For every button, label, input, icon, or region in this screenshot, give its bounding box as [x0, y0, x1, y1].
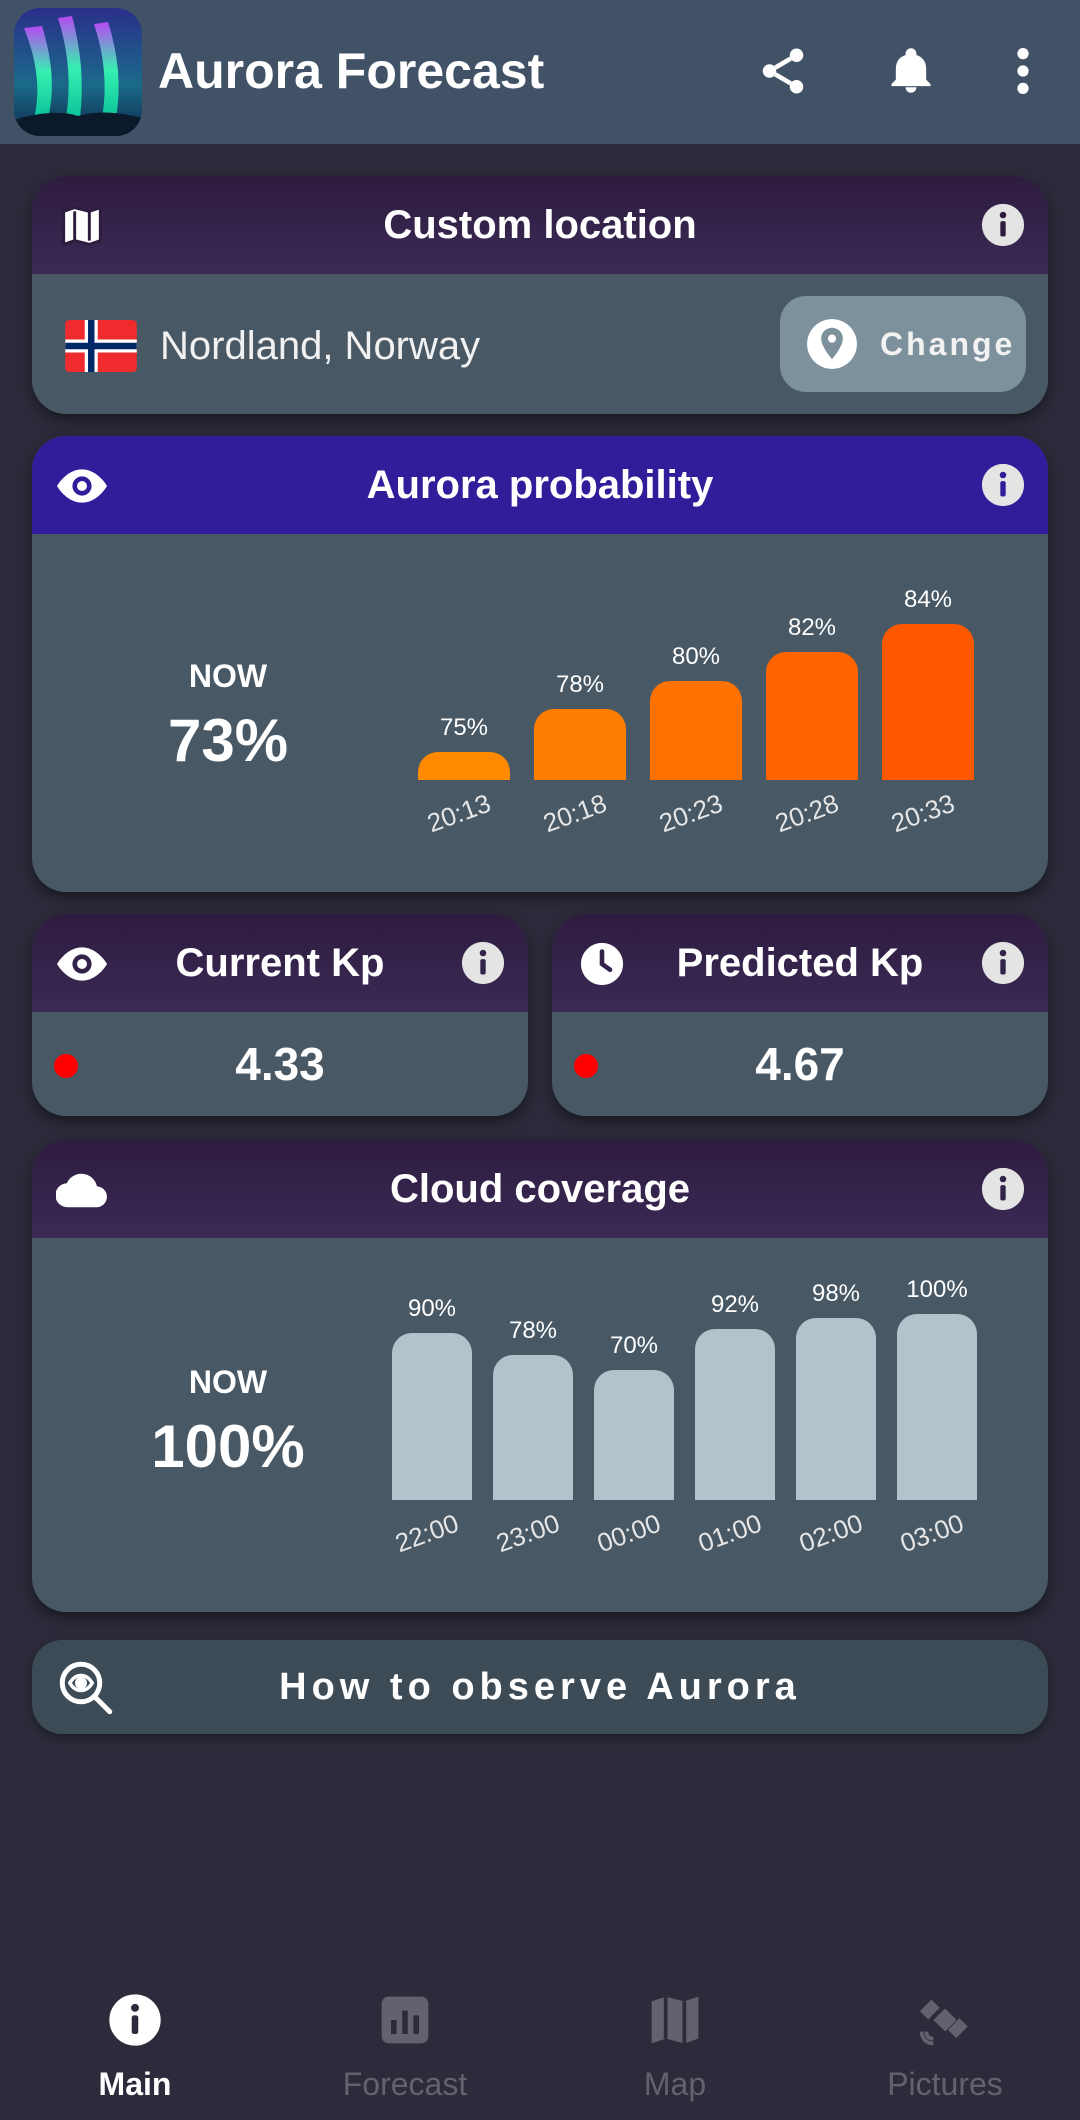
predicted-kp-value: 4.67 — [755, 1038, 845, 1090]
cloud-card: Cloud coverage NOW 100% 90% 22:00 78% 23:00… — [32, 1140, 1048, 1612]
eye-icon — [54, 936, 110, 992]
nav-main[interactable]: Main — [0, 1980, 270, 2120]
cloud-icon — [54, 1162, 110, 1218]
location-name: Nordland, Norway — [160, 324, 481, 368]
chart-bar — [695, 1328, 775, 1500]
flag-norway-icon — [64, 320, 138, 372]
nav-map[interactable]: Map — [540, 1980, 810, 2120]
satellite-icon — [917, 1992, 973, 2048]
probability-now-label: NOW — [188, 658, 268, 694]
status-dot — [54, 1054, 78, 1078]
bar-tick-label: 20:28 — [771, 787, 843, 839]
chart-bar — [493, 1355, 573, 1500]
chart-bar — [766, 652, 858, 780]
info-icon[interactable] — [980, 1166, 1026, 1212]
bar-value-label: 78% — [555, 671, 605, 699]
bar-tick-label: 22:00 — [391, 1507, 463, 1559]
location-card: Custom location Nordland, Norway Change — [32, 176, 1048, 414]
chart-bar — [796, 1317, 876, 1500]
chart-bar — [650, 680, 742, 780]
predicted-kp-card: Predicted Kp 4.67 — [552, 914, 1048, 1116]
app-bar: Aurora Forecast — [0, 0, 1080, 144]
clock-icon — [574, 936, 630, 992]
info-icon[interactable] — [460, 940, 506, 986]
share-icon[interactable] — [748, 36, 818, 106]
map-icon — [54, 198, 110, 254]
bar-tick-label: 23:00 — [492, 1507, 564, 1559]
bar-tick-label: 20:33 — [887, 787, 959, 839]
bar-value-label: 82% — [787, 614, 837, 642]
bar-value-label: 90% — [407, 1294, 457, 1322]
cloud-card-header: Cloud coverage — [32, 1140, 1048, 1238]
nav-pictures[interactable]: Pictures — [810, 1980, 1080, 2120]
cloud-now-label: NOW — [188, 1364, 268, 1400]
map-icon — [647, 1992, 703, 2048]
chart-bar — [882, 624, 974, 780]
bar-tick-label: 20:18 — [539, 787, 611, 839]
more-vert-icon[interactable] — [988, 36, 1058, 106]
bar-tick-label: 00:00 — [593, 1507, 665, 1559]
bell-icon[interactable] — [876, 36, 946, 106]
bar-tick-label: 20:13 — [423, 787, 495, 839]
chart-bar — [594, 1370, 674, 1500]
info-icon[interactable] — [980, 940, 1026, 986]
eye-icon — [54, 458, 110, 514]
probability-card-title: Aurora probability — [366, 462, 714, 507]
search-eye-icon — [56, 1658, 116, 1718]
location-card-title: Custom location — [383, 202, 697, 247]
nav-label: Pictures — [887, 2066, 1003, 2102]
current-kp-value: 4.33 — [235, 1038, 325, 1090]
status-dot — [574, 1054, 598, 1078]
location-body: Nordland, Norway Change — [32, 274, 1048, 414]
predicted-kp-header: Predicted Kp — [552, 914, 1048, 1012]
info-icon[interactable] — [980, 202, 1026, 248]
bar-value-label: 80% — [671, 642, 721, 670]
probability-card-header: Aurora probability — [32, 436, 1048, 534]
chart-bar — [534, 709, 626, 780]
pin-icon — [806, 318, 858, 370]
chart-bar — [392, 1332, 472, 1500]
predicted-kp-title: Predicted Kp — [676, 940, 924, 985]
how-to-observe-button[interactable]: How to observe Aurora — [32, 1640, 1048, 1734]
how-to-observe-label: How to observe Aurora — [279, 1665, 801, 1708]
nav-label: Forecast — [342, 2066, 468, 2102]
info-icon — [107, 1992, 163, 2048]
app-logo — [14, 8, 142, 136]
probability-chart: NOW 73% 75% 20:13 78% 20:18 80% 20:23 82% 20:28… — [32, 534, 1048, 892]
current-kp-body: 4.33 — [32, 1012, 528, 1116]
current-kp-header: Current Kp — [32, 914, 528, 1012]
probability-card: Aurora probability NOW 73% 75% 20:13 78% 20… — [32, 436, 1048, 892]
bar-tick-label: 03:00 — [896, 1507, 968, 1559]
bar-value-label: 70% — [609, 1332, 659, 1359]
bar-tick-label: 20:23 — [655, 787, 727, 839]
change-button-label: Change — [880, 325, 1016, 362]
info-icon[interactable] — [980, 462, 1026, 508]
bar-value-label: 100% — [906, 1276, 968, 1303]
cloud-chart: NOW 100% 90% 22:00 78% 23:00 70% 00:00 92% 01:0… — [32, 1238, 1048, 1612]
nav-label: Map — [643, 2066, 707, 2102]
bar-value-label: 84% — [903, 586, 953, 613]
bottom-navigation: Main Forecast Map Pictures — [0, 1980, 1080, 2120]
predicted-kp-body: 4.67 — [552, 1012, 1048, 1116]
chart-bar — [897, 1314, 977, 1500]
nav-forecast[interactable]: Forecast — [270, 1980, 540, 2120]
app-title: Aurora Forecast — [158, 43, 545, 99]
bar-tick-label: 01:00 — [694, 1507, 766, 1559]
current-kp-card: Current Kp 4.33 — [32, 914, 528, 1116]
location-card-header: Custom location — [32, 176, 1048, 274]
change-location-button[interactable]: Change — [780, 296, 1026, 392]
chart-bar — [418, 752, 510, 780]
cloud-now-value: 100% — [151, 1413, 305, 1480]
probability-now-value: 73% — [167, 707, 289, 774]
cloud-card-title: Cloud coverage — [389, 1166, 691, 1211]
current-kp-title: Current Kp — [175, 940, 385, 985]
bar-value-label: 98% — [811, 1279, 861, 1307]
nav-label: Main — [98, 2066, 172, 2102]
bar-value-label: 92% — [710, 1290, 760, 1318]
chart-icon — [377, 1992, 433, 2048]
bar-tick-label: 02:00 — [795, 1507, 867, 1559]
bar-value-label: 75% — [439, 714, 489, 741]
bar-value-label: 78% — [508, 1317, 558, 1345]
